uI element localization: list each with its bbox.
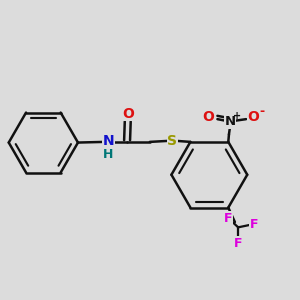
Text: H: H (103, 148, 113, 161)
Text: F: F (234, 237, 242, 250)
Text: N: N (103, 134, 114, 148)
Text: O: O (202, 110, 214, 124)
Text: N: N (225, 115, 236, 128)
Text: -: - (260, 105, 265, 119)
Text: F: F (250, 218, 258, 230)
Text: F: F (224, 212, 232, 225)
Text: S: S (167, 134, 177, 148)
Text: +: + (233, 111, 242, 121)
Text: O: O (248, 110, 259, 124)
Text: O: O (122, 106, 134, 121)
